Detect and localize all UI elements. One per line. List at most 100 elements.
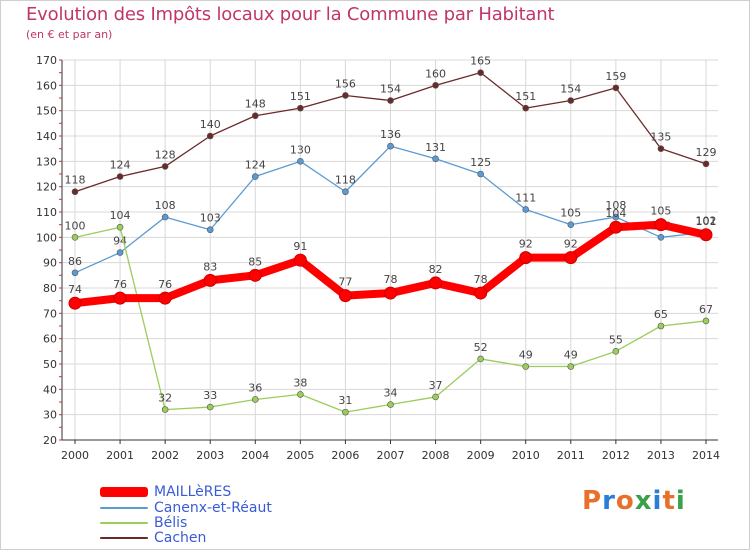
data-label: 101 — [696, 215, 717, 228]
y-tick-label: 50 — [43, 358, 57, 371]
data-label: 151 — [515, 90, 536, 103]
data-label: 94 — [113, 235, 127, 248]
data-point — [522, 363, 530, 370]
data-point — [297, 104, 304, 112]
legend-item: Bélis — [100, 515, 187, 531]
data-label: 165 — [470, 55, 491, 68]
data-label: 151 — [290, 90, 311, 103]
data-point — [477, 69, 484, 76]
x-tick-label: 2009 — [467, 449, 495, 462]
y-tick-label: 110 — [36, 206, 57, 219]
data-point — [477, 170, 484, 178]
data-point — [429, 276, 443, 290]
data-label: 100 — [65, 219, 86, 232]
x-tick-label: 2001 — [106, 449, 134, 462]
legend-label: Cachen — [154, 530, 207, 546]
data-point — [251, 396, 259, 403]
data-label: 102 — [696, 214, 717, 227]
data-point — [387, 142, 394, 150]
data-point — [293, 253, 307, 267]
data-label: 125 — [470, 156, 491, 169]
legend-item: Cachen — [100, 530, 206, 546]
legend-label: Canenx-et-Réaut — [154, 500, 272, 516]
data-point — [161, 163, 169, 170]
data-label: 76 — [113, 278, 127, 291]
x-tick-label: 2002 — [151, 449, 179, 462]
data-point — [519, 251, 533, 265]
data-point — [297, 158, 304, 165]
x-tick-label: 2003 — [196, 449, 224, 462]
x-tick-label: 2008 — [422, 449, 450, 462]
data-label: 131 — [425, 141, 446, 154]
data-label: 124 — [110, 159, 131, 172]
data-label: 78 — [384, 273, 398, 286]
data-label: 103 — [200, 212, 221, 225]
data-label: 118 — [335, 174, 356, 187]
data-label: 124 — [245, 159, 266, 172]
data-point — [432, 155, 439, 163]
data-label: 55 — [609, 333, 623, 346]
data-point — [71, 269, 79, 277]
data-point — [113, 291, 127, 305]
data-label: 129 — [696, 146, 717, 159]
data-label: 38 — [293, 376, 307, 389]
data-label: 36 — [248, 381, 262, 394]
data-label: 108 — [605, 199, 626, 212]
data-label: 82 — [429, 263, 443, 276]
data-label: 85 — [248, 255, 262, 268]
data-point — [702, 160, 710, 168]
data-label: 159 — [605, 70, 626, 83]
data-label: 140 — [200, 118, 221, 131]
data-label: 32 — [158, 392, 172, 405]
legend-swatch — [100, 537, 148, 539]
data-point — [384, 286, 397, 300]
data-point — [612, 348, 620, 355]
legend-swatch — [100, 522, 148, 524]
data-point — [203, 273, 217, 287]
data-point — [702, 317, 710, 325]
data-point — [657, 234, 665, 241]
data-label: 65 — [654, 308, 668, 321]
data-label: 91 — [293, 240, 307, 253]
data-point — [248, 268, 262, 282]
data-label: 37 — [429, 379, 443, 392]
data-label: 49 — [519, 349, 533, 362]
x-tick-label: 2006 — [331, 449, 359, 462]
x-tick-label: 2000 — [61, 449, 89, 462]
y-tick-label: 100 — [36, 231, 57, 244]
data-label: 49 — [564, 349, 578, 362]
data-label: 104 — [110, 209, 131, 222]
x-tick-label: 2014 — [692, 449, 720, 462]
data-label: 74 — [68, 283, 82, 296]
x-tick-label: 2013 — [647, 449, 675, 462]
data-label: 105 — [560, 207, 581, 220]
data-label: 52 — [474, 341, 488, 354]
data-label: 136 — [380, 128, 401, 141]
data-label: 34 — [384, 387, 398, 400]
data-point — [567, 363, 575, 370]
y-tick-label: 140 — [36, 130, 57, 143]
data-point — [567, 97, 575, 104]
data-label: 92 — [519, 238, 533, 251]
y-tick-label: 80 — [43, 282, 57, 295]
data-point — [297, 391, 304, 398]
data-point — [654, 218, 668, 232]
proxiti-logo: Proxiti — [582, 486, 686, 516]
data-point — [612, 213, 620, 221]
data-label: 156 — [335, 77, 356, 90]
data-point — [432, 393, 439, 401]
data-label: 154 — [560, 83, 581, 96]
data-point — [206, 226, 214, 234]
legend-item: Canenx-et-Réaut — [100, 500, 272, 516]
y-tick-label: 90 — [43, 257, 57, 270]
data-point — [161, 213, 169, 221]
data-label: 77 — [338, 276, 352, 289]
data-point — [522, 104, 530, 112]
data-point — [206, 132, 214, 140]
x-tick-label: 2007 — [377, 449, 405, 462]
y-tick-label: 20 — [43, 434, 57, 447]
y-tick-label: 160 — [36, 79, 57, 92]
data-label: 148 — [245, 98, 266, 111]
